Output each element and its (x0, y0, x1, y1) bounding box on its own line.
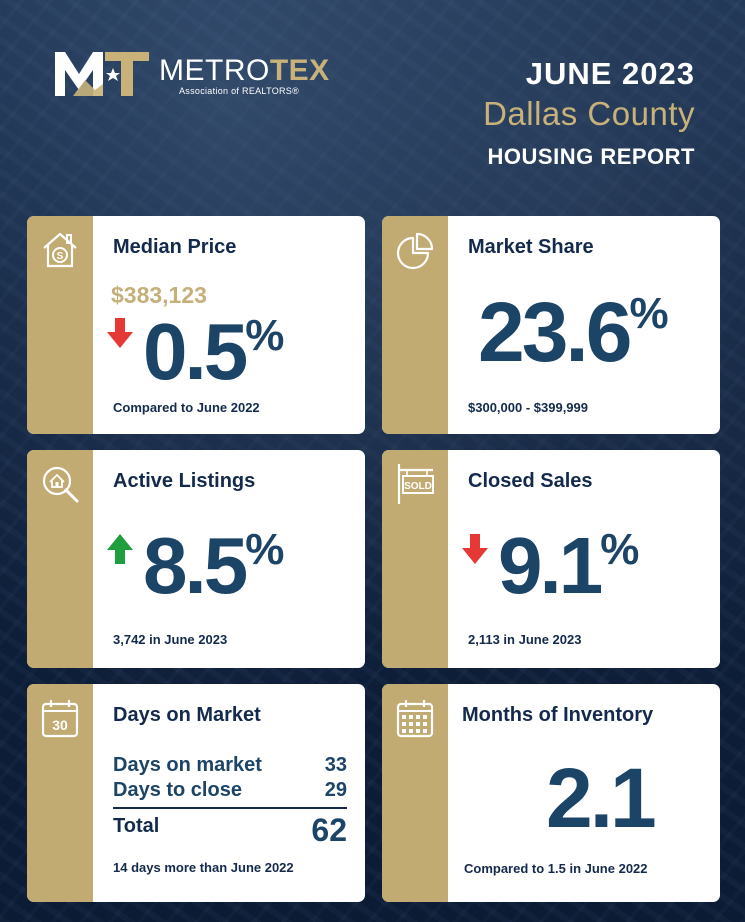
logo-subtitle: Association of REALTORS® (179, 86, 300, 96)
active-listings-card: Active Listings 8.5% 3,742 in June 2023 (27, 450, 365, 668)
card-band (382, 450, 448, 668)
card-note: $300,000 - $399,999 (468, 400, 588, 415)
percent-sign: % (245, 311, 285, 360)
days-on-market-card: 30 Days on Market Days on market 33 Days… (27, 684, 365, 902)
calendar-grid-icon (396, 700, 434, 738)
percent-sign: % (245, 525, 285, 574)
svg-text:SOLD: SOLD (404, 481, 432, 492)
median-price-value: $383,123 (111, 282, 207, 308)
report-title: HOUSING REPORT (487, 144, 695, 169)
card-title: Active Listings (113, 470, 256, 492)
arrow-up-icon (107, 534, 133, 564)
months-of-inventory-card: Months of Inventory 2.1 Compared to 1.5 … (382, 684, 720, 902)
dom-total-label: Total (113, 815, 160, 837)
logo-wordmark: METROTEX (159, 54, 330, 87)
dom-row-value: 33 (324, 754, 347, 776)
card-note: Compared to June 2022 (113, 400, 260, 415)
card-note: 14 days more than June 2022 (113, 860, 294, 875)
percent-sign: % (629, 289, 669, 338)
report-date: JUNE 2023 (525, 56, 695, 91)
report-county: Dallas County (483, 95, 695, 132)
dom-divider (113, 807, 347, 809)
dom-row-value: 29 (324, 779, 347, 801)
closed-change-value: 9.1% (498, 521, 640, 610)
pie-chart-icon (396, 232, 434, 270)
card-band (27, 216, 93, 434)
metrotex-logo: METROTEX Association of REALTORS® (55, 50, 355, 100)
dom-row-label: Days to close (113, 779, 242, 801)
dom-total-value: 62 (311, 812, 347, 848)
calendar-30-icon: 30 (41, 700, 79, 738)
closed-sales-card: SOLD Closed Sales 9.1% 2,113 in June 202… (382, 450, 720, 668)
card-note: 3,742 in June 2023 (113, 632, 228, 647)
sold-sign-icon: SOLD (397, 464, 434, 504)
card-title: Months of Inventory (462, 704, 654, 726)
card-band (382, 684, 448, 902)
logo-mark-icon (55, 52, 149, 96)
card-title: Closed Sales (468, 470, 593, 492)
dom-row-market: Days on market 33 (113, 754, 347, 777)
percent-sign: % (600, 525, 640, 574)
card-note: Compared to 1.5 in June 2022 (464, 861, 648, 876)
median-change-value: 0.5% (143, 307, 285, 396)
months-inventory-value: 2.1 (546, 751, 657, 845)
house-dollar-icon: S (43, 232, 77, 268)
market-share-card: Market Share 23.6% $300,000 - $399,999 (382, 216, 720, 434)
card-note: 2,113 in June 2023 (468, 632, 582, 647)
card-band (27, 684, 93, 902)
magnifier-house-icon (42, 466, 79, 503)
card-title: Market Share (468, 236, 594, 258)
card-title: Days on Market (113, 704, 261, 726)
arrow-down-icon (107, 318, 133, 348)
card-title: Median Price (113, 236, 237, 258)
svg-text:S: S (57, 251, 64, 262)
market-share-value: 23.6% (478, 285, 669, 379)
active-change-value: 8.5% (143, 521, 285, 610)
calendar-day-number: 30 (52, 717, 68, 733)
dom-row-label: Days on market (113, 754, 262, 776)
dom-row-close: Days to close 29 (113, 779, 347, 802)
arrow-down-icon (462, 534, 488, 564)
median-price-card: S Median Price $383,123 0.5% Compared to… (27, 216, 365, 434)
